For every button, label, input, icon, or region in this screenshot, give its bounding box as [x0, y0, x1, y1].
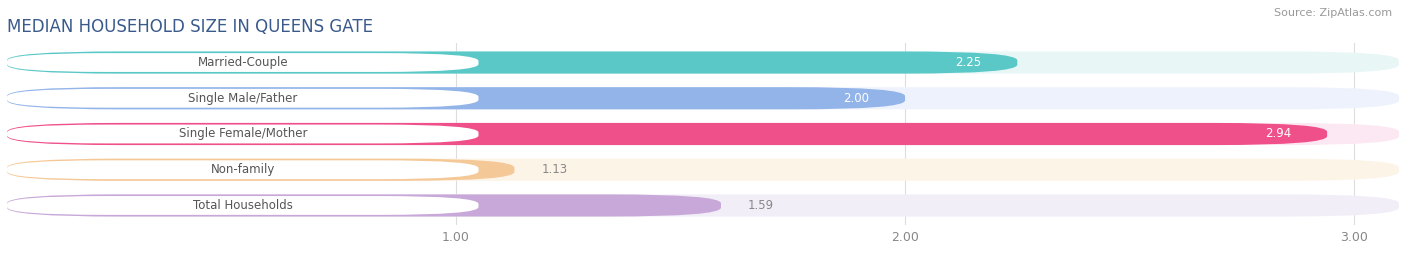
FancyBboxPatch shape [7, 123, 1327, 145]
Text: 2.00: 2.00 [844, 92, 869, 105]
FancyBboxPatch shape [7, 89, 478, 108]
Text: 2.25: 2.25 [955, 56, 981, 69]
FancyBboxPatch shape [7, 194, 1399, 217]
FancyBboxPatch shape [7, 87, 1399, 109]
Text: Single Female/Mother: Single Female/Mother [179, 128, 307, 140]
Text: MEDIAN HOUSEHOLD SIZE IN QUEENS GATE: MEDIAN HOUSEHOLD SIZE IN QUEENS GATE [7, 18, 373, 36]
Text: Source: ZipAtlas.com: Source: ZipAtlas.com [1274, 8, 1392, 18]
Text: 1.13: 1.13 [541, 163, 568, 176]
FancyBboxPatch shape [7, 51, 1018, 74]
FancyBboxPatch shape [7, 53, 478, 72]
Text: Non-family: Non-family [211, 163, 276, 176]
Text: 2.94: 2.94 [1265, 128, 1291, 140]
FancyBboxPatch shape [7, 196, 478, 215]
FancyBboxPatch shape [7, 87, 905, 109]
Text: Total Households: Total Households [193, 199, 292, 212]
FancyBboxPatch shape [7, 123, 1399, 145]
Text: Single Male/Father: Single Male/Father [188, 92, 298, 105]
Text: 1.59: 1.59 [748, 199, 775, 212]
FancyBboxPatch shape [7, 125, 478, 143]
FancyBboxPatch shape [7, 159, 515, 181]
FancyBboxPatch shape [7, 160, 478, 179]
FancyBboxPatch shape [7, 51, 1399, 74]
FancyBboxPatch shape [7, 159, 1399, 181]
FancyBboxPatch shape [7, 194, 721, 217]
Text: Married-Couple: Married-Couple [197, 56, 288, 69]
